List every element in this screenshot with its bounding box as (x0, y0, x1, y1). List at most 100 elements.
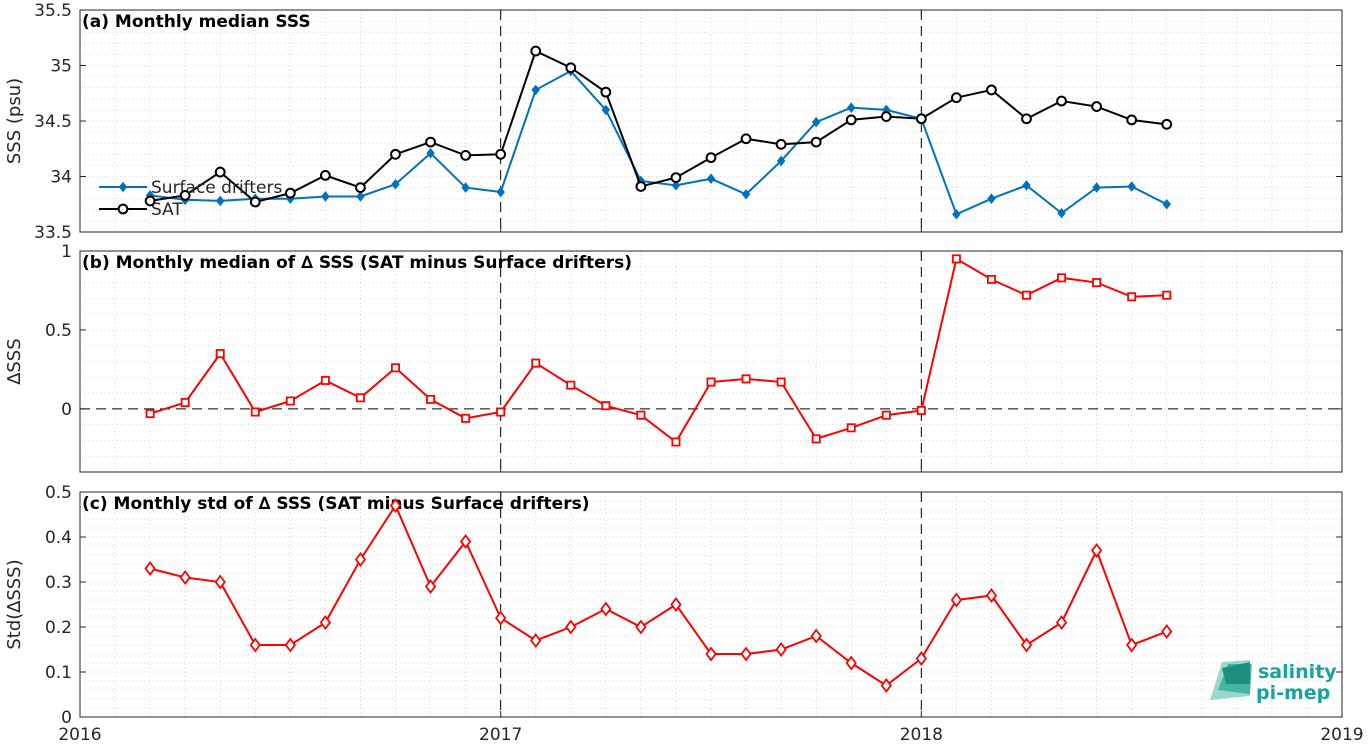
data-point (986, 84, 997, 96)
data-point (459, 534, 472, 549)
data-point (706, 377, 716, 387)
data-point (321, 191, 330, 202)
panel-a: 33.5 34 34.5 35 35.5 SSS (psu) (a) Monthly med… (4, 1, 1343, 243)
y-tick-label: 0 (61, 708, 72, 728)
data-point (951, 254, 961, 264)
x-tick-label: 2016 (58, 725, 101, 745)
data-point (319, 615, 332, 630)
data-point (319, 169, 331, 181)
data-point (880, 111, 892, 122)
data-point (1161, 118, 1173, 130)
data-point (950, 592, 963, 608)
data-point (846, 102, 856, 113)
data-point (1126, 114, 1138, 126)
data-point (1092, 182, 1101, 193)
data-point (671, 437, 681, 447)
data-point (671, 180, 681, 191)
data-point (1127, 292, 1137, 302)
data-point (952, 208, 961, 220)
series-diff (144, 498, 1173, 693)
data-point (1161, 624, 1173, 639)
data-point (424, 579, 437, 594)
data-point (776, 155, 786, 167)
data-point (214, 166, 226, 178)
y-tick-label: 0.5 (45, 321, 72, 341)
data-point (916, 405, 926, 415)
data-point (215, 195, 225, 207)
y-axis-label: ∆SSS (4, 338, 25, 385)
data-point (986, 274, 996, 284)
data-point (284, 637, 296, 653)
data-point (987, 193, 996, 205)
series-line (149, 503, 1168, 687)
y-tick-label: 35.5 (34, 1, 72, 21)
data-point (565, 619, 577, 635)
data-point (880, 678, 892, 693)
data-point (636, 410, 646, 420)
data-point (810, 136, 822, 148)
y-axis-label: SSS (psu) (4, 78, 25, 164)
data-point (461, 413, 471, 423)
data-point (426, 394, 436, 404)
y-tick-label: 0.3 (45, 573, 72, 593)
data-point (1162, 198, 1171, 210)
data-point (706, 173, 716, 185)
data-point (565, 62, 577, 74)
data-point (915, 651, 927, 666)
data-point (811, 116, 821, 128)
data-point (1057, 273, 1067, 283)
data-point (391, 178, 400, 190)
data-point (1126, 637, 1138, 653)
data-point (566, 380, 576, 390)
data-point (390, 148, 401, 160)
data-point (496, 186, 505, 198)
data-point (495, 610, 507, 626)
data-point (740, 133, 752, 145)
data-point (144, 195, 156, 207)
data-point (635, 619, 647, 635)
data-point (600, 86, 612, 98)
data-point (845, 114, 857, 126)
data-point (1056, 95, 1067, 107)
data-point (390, 363, 400, 373)
data-point (1127, 181, 1136, 192)
legend-label: Surface drifters (151, 178, 282, 198)
series-sat (144, 45, 1173, 208)
data-point (356, 191, 365, 202)
data-point (670, 172, 682, 184)
data-point (117, 203, 129, 215)
legend-label: SAT (151, 200, 183, 220)
logo-line2: pi-mep (1256, 682, 1330, 704)
data-point (389, 498, 402, 513)
data-point (915, 113, 927, 125)
data-point (249, 196, 261, 208)
y-tick-label: 0.2 (45, 618, 72, 638)
data-point (461, 182, 470, 193)
data-point (531, 84, 540, 96)
panel-c: 0 0.1 0.2 0.3 0.4 0.5 Std(∆SSS) (c) Monthly std… (4, 483, 1343, 728)
plot-frame (79, 250, 1343, 473)
y-tick-label: 0.4 (45, 528, 72, 548)
data-point (215, 349, 225, 359)
plot-frame (79, 491, 1343, 718)
data-point (1092, 278, 1102, 288)
data-point (144, 561, 156, 576)
series-line (149, 257, 1167, 444)
data-point (495, 148, 507, 160)
x-tick-label: 2019 (1320, 725, 1363, 745)
data-point (425, 136, 436, 148)
panel-title: (b) Monthly median of ∆ SSS (SAT minus S… (82, 253, 632, 273)
data-point (950, 92, 962, 104)
data-point (601, 401, 611, 411)
series-diff (145, 254, 1172, 447)
data-point (775, 138, 787, 150)
x-tick-label: 2018 (900, 725, 943, 745)
data-point (320, 375, 330, 385)
data-point (1090, 543, 1103, 558)
data-point (741, 374, 751, 384)
data-point (881, 410, 891, 420)
data-point (810, 628, 822, 644)
data-point (985, 588, 998, 603)
